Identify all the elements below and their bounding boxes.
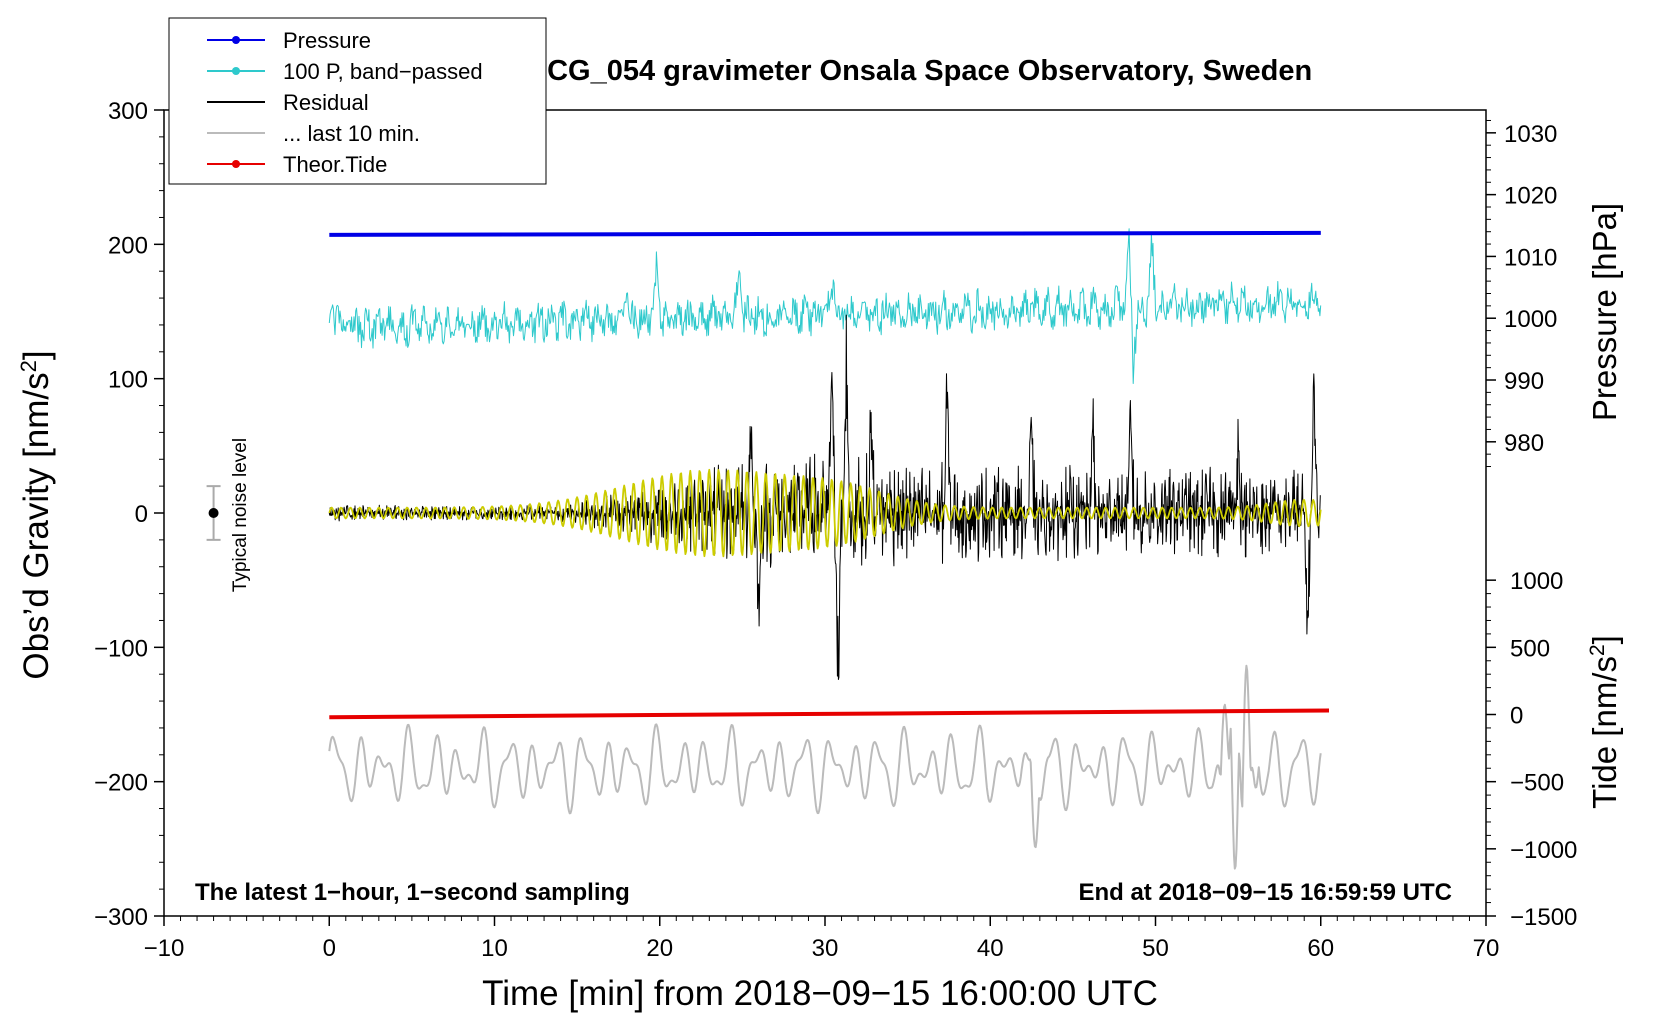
y-tick-label: 100	[108, 367, 148, 394]
tide-tick-label: 1000	[1510, 568, 1563, 595]
x-tick-label: 10	[481, 935, 508, 962]
series-pressure	[329, 230, 1321, 237]
legend-marker	[232, 160, 240, 168]
pressure-tick-label: 1000	[1504, 306, 1557, 333]
legend-marker	[232, 36, 240, 44]
pressure-tick-label: 980	[1504, 430, 1544, 457]
legend-label: Theor.Tide	[283, 152, 387, 177]
legend-marker	[232, 67, 240, 75]
tide-tick-label: −1500	[1510, 904, 1577, 931]
tide-tick-label: 500	[1510, 635, 1550, 662]
pressure-tick-label: 1020	[1504, 183, 1557, 210]
series-theor-tide	[329, 708, 1330, 720]
y-tick-label: 300	[108, 98, 148, 125]
y-tick-label: −300	[94, 904, 148, 931]
y-tick-label: 200	[108, 232, 148, 259]
y-tick-label: −200	[94, 770, 148, 797]
legend-label: Residual	[283, 90, 369, 115]
annotation-bottom-right: End at 2018−09−15 16:59:59 UTC	[1078, 879, 1452, 906]
series-layer	[328, 228, 1330, 870]
noise-dot	[208, 508, 219, 518]
series-residual-band	[328, 468, 1322, 558]
x-tick-label: 70	[1473, 935, 1500, 962]
series-pressure-band-passed	[328, 228, 1322, 384]
tide-tick-label: −1000	[1510, 837, 1577, 864]
x-tick-label: 60	[1307, 935, 1334, 962]
x-tick-label: 20	[646, 935, 673, 962]
tide-tick-label: −500	[1510, 770, 1564, 797]
pressure-tick-label: 990	[1504, 368, 1544, 395]
series-last-10-min	[328, 664, 1322, 870]
y-axis-label-pressure: Pressure [hPa]	[1586, 203, 1623, 421]
x-tick-label: 50	[1142, 935, 1169, 962]
legend-items: Pressure 100 P, band−passed Residual ... la…	[207, 28, 483, 177]
y-tick-label: −100	[94, 635, 148, 662]
chart-title: SCG_054 gravimeter Onsala Space Observat…	[528, 55, 1312, 87]
y-axis-label-tide: Tide [nm/s2]	[1586, 635, 1623, 809]
x-tick-label: −10	[144, 935, 185, 962]
noise-level-indicator: Typical noise level	[206, 438, 251, 592]
tide-tick-label: 0	[1510, 703, 1523, 730]
y-axis-label-left: Obs’d Gravity [nm/s2]	[16, 350, 56, 679]
legend-label: 100 P, band−passed	[283, 59, 483, 84]
x-tick-label: 0	[323, 935, 336, 962]
pressure-tick-label: 1030	[1504, 121, 1557, 148]
legend-label: ... last 10 min.	[283, 121, 420, 146]
legend-label: Pressure	[283, 28, 371, 53]
x-tick-label: 40	[977, 935, 1004, 962]
legend: Pressure 100 P, band−passed Residual ... la…	[168, 17, 547, 185]
noise-level-label: Typical noise level	[230, 438, 251, 592]
axes-layer: −10 0 10 20 30 40 50 60 703002001000−100−200−300…	[94, 98, 1577, 962]
x-tick-label: 30	[812, 935, 839, 962]
y-tick-label: 0	[135, 501, 148, 528]
pressure-tick-label: 1010	[1504, 244, 1557, 271]
annotation-bottom-left: The latest 1−hour, 1−second sampling	[195, 879, 630, 906]
x-axis-label: Time [min] from 2018−09−15 16:00:00 UTC	[482, 974, 1158, 1013]
